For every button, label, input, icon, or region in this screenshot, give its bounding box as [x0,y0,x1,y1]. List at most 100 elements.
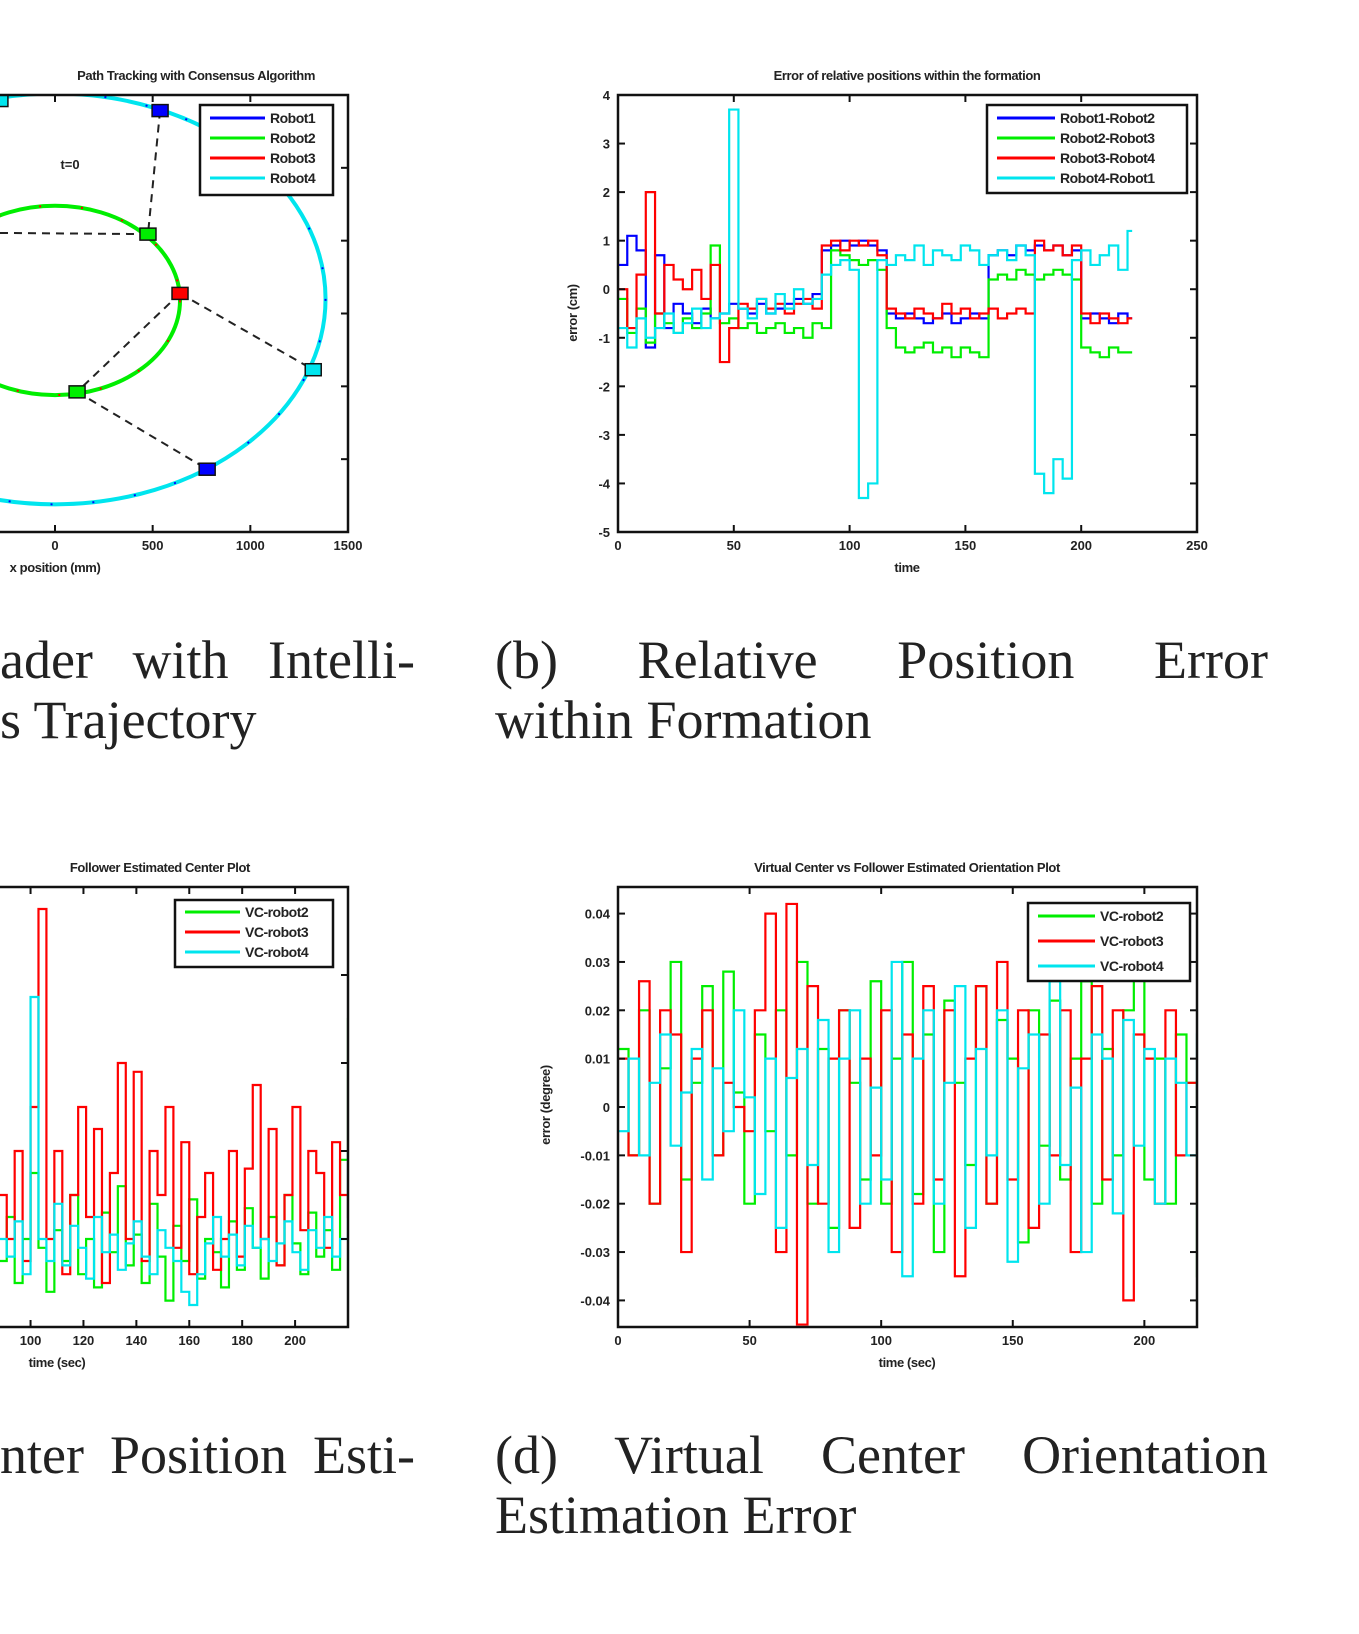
x-tick-label: 500 [142,538,164,553]
formation-link [0,231,148,236]
x-tick-label: 250 [1186,538,1208,553]
robot2-marker [139,227,157,241]
series-vc-robot4 [618,960,1197,1278]
x-tick-label: 150 [1002,1333,1024,1348]
x-axis-label: time (sec) [879,1355,936,1370]
x-tick-label: 180 [231,1333,253,1348]
robot4-marker [0,95,9,108]
legend: Robot1 Robot2 Robot3 Robot4 [198,103,335,197]
robot4-marker [304,362,322,377]
legend-label: Robot2-Robot3 [1060,130,1155,146]
x-tick-label: 1000 [236,538,265,553]
x-tick-label: 0 [614,1333,621,1348]
outer-trajectory-overlay [0,95,327,506]
legend-label: VC-robot2 [245,904,309,920]
y-tick-label: 0.02 [585,1003,610,1018]
chart-title: Path Tracking with Consensus Algorithm [77,68,315,83]
chart-c: 100 120 140 160 180 200 Follower Estimated Cen… [0,860,350,1370]
chart-title: Follower Estimated Center Plot [70,860,251,875]
caption-b-line2: within Formation [495,690,872,750]
y-tick-label: 0.04 [585,907,611,922]
legend-label: VC-robot4 [245,944,309,960]
chart-d: 0 50 100 150 200 -0.04 -0.03 -0.02 -0.01 0 0.01 0.0… [538,860,1199,1370]
x-tick-label: 140 [126,1333,148,1348]
chart-b: 0 50 100 150 200 250 -5 -4 -3 -2 -1 0 1 2 3 4 Error of r… [565,68,1208,575]
x-tick-label: 0 [51,538,58,553]
y-axis-label: error (degree) [538,1065,553,1145]
y-tick-label: -0.04 [580,1293,610,1308]
caption-b-line1: (b) Relative Position Error [495,630,1268,690]
x-tick-label: 100 [20,1333,42,1348]
x-axis-label: time [894,560,919,575]
series-vc-robot2 [618,960,1197,1278]
y-tick-label: -4 [598,476,610,491]
chart-a: t=0 0 500 1000 1500 Path Tracking with Consen… [0,68,362,575]
x-tick-label: 100 [839,538,861,553]
x-tick-label: 120 [73,1333,95,1348]
y-tick-label: -5 [598,525,610,540]
legend-label: Robot1-Robot2 [1060,110,1155,126]
plot-area [618,902,1197,1326]
robot3-marker [171,286,189,301]
y-tick-label: -3 [598,428,610,443]
y-tick-label: 0 [603,282,610,297]
x-axis-label: x position (mm) [10,560,101,575]
legend: VC-robot2 VC-robot3 VC-robot4 [173,898,335,969]
series-vc-robot2 [0,1017,348,1302]
robot1-marker [151,103,169,118]
caption-c-line1: nter Position Esti- [0,1425,415,1485]
caption-d-line2: Estimation Error [495,1485,857,1545]
x-tick-label: 160 [178,1333,200,1348]
formation-link [146,110,162,235]
y-tick-label: 0 [603,1100,610,1115]
legend-label: VC-robot3 [1100,933,1164,949]
x-tick-label: 50 [742,1333,756,1348]
legend-label: Robot1 [270,110,316,126]
y-tick-label: -2 [598,379,610,394]
legend-label: Robot4-Robot1 [1060,170,1155,186]
series-vc-robot3 [0,907,348,1285]
caption-a-line2: s Trajectory [0,690,257,750]
x-tick-label: 100 [870,1333,892,1348]
formation-link [76,391,208,471]
plot-area [0,907,348,1307]
legend-label: Robot3 [270,150,316,166]
y-axis-label: error (cm) [565,284,580,341]
caption-a-line1: ader with Intelli- [0,630,415,690]
series-robot4-robot1 [618,108,1133,500]
robot2-marker [68,385,86,399]
y-tick-label: -0.02 [580,1197,610,1212]
legend-label: VC-robot4 [1100,958,1164,974]
chart-title: Virtual Center vs Follower Estimated Ori… [754,860,1061,875]
formation-link [179,292,314,371]
robot1-marker [198,462,216,476]
y-tick-label: 4 [603,88,611,103]
x-tick-label: 50 [727,538,741,553]
legend-label: Robot4 [270,170,316,186]
x-tick-label: 200 [284,1333,306,1348]
y-tick-label: 0.01 [585,1052,610,1067]
inner-trajectory-overlay [0,204,181,397]
legend-label: Robot2 [270,130,316,146]
y-tick-label: 2 [603,185,610,200]
caption-d-line1: (d) Virtual Center Orientation [495,1425,1268,1485]
y-tick-label: 0.03 [585,955,610,970]
formation-link [76,292,181,393]
series-vc-robot4 [0,995,348,1307]
x-tick-label: 200 [1134,1333,1156,1348]
y-tick-label: 3 [603,137,610,152]
x-tick-label: 1500 [334,538,363,553]
x-tick-label: 200 [1070,538,1092,553]
y-tick-label: -0.03 [580,1245,610,1260]
y-tick-label: 1 [603,234,610,249]
x-tick-label: 0 [614,538,621,553]
y-tick-label: -1 [598,331,610,346]
legend-label: VC-robot2 [1100,908,1164,924]
y-tick-label: -0.01 [580,1148,610,1163]
legend: Robot1-Robot2 Robot2-Robot3 Robot3-Robot4 R… [985,103,1189,195]
axes-box [0,885,350,1329]
legend-label: VC-robot3 [245,924,309,940]
axes-box [616,93,1199,534]
series-robot1-robot2 [618,234,1133,349]
plot-area [618,108,1133,500]
